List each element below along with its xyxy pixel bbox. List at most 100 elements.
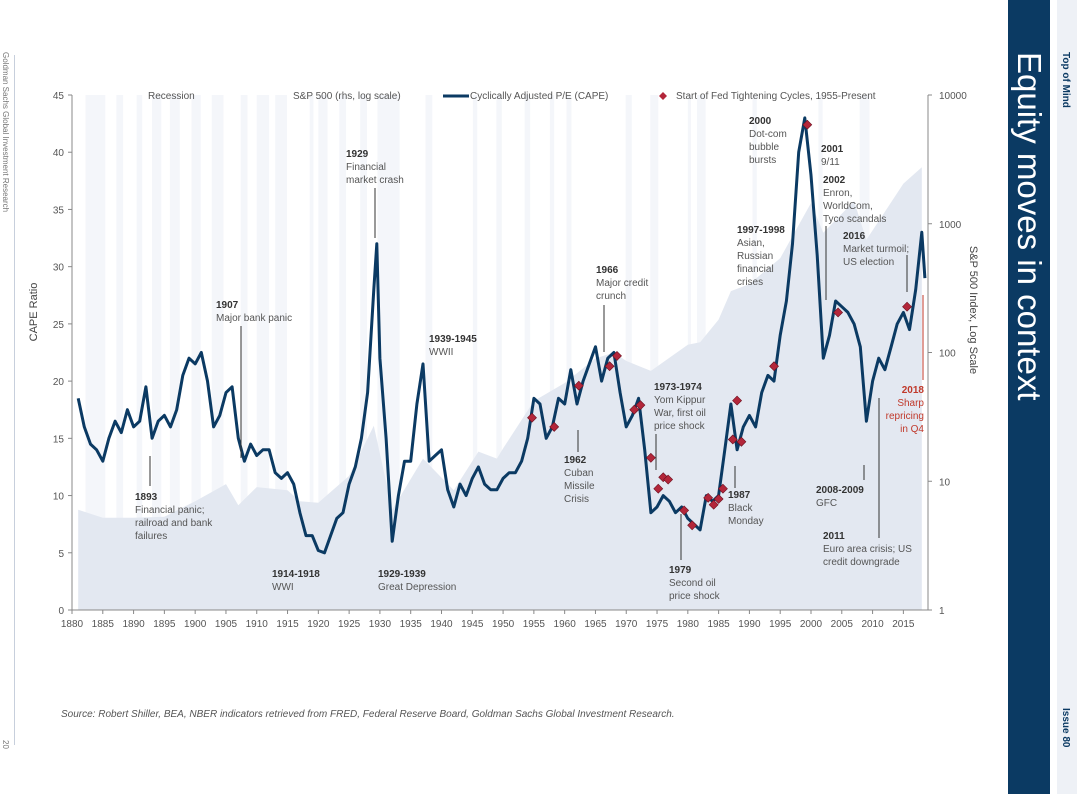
annotation-text: in Q4 [900,424,924,435]
fed-tightening-marker [612,351,622,361]
chart-legend: Recession S&P 500 (rhs, log scale) Cyclica… [148,91,876,102]
annotation-text: Financial [346,162,386,173]
y2-tick-label: 10000 [939,91,967,102]
annotation-text: repricing [886,411,924,422]
y-axis-label: CAPE Ratio [28,283,40,342]
annotation-text: Cuban [564,468,593,479]
cape-series-line [76,116,927,555]
annotation-text: Russian [737,251,773,262]
y-tick-label: 5 [58,549,64,560]
x-tick-label: 1890 [122,619,145,630]
annotation-text: GFC [816,498,837,509]
annotation-text: Financial panic; [135,505,204,516]
left-rule [14,55,15,745]
annotation-text: Crisis [564,494,589,505]
page-title: Equity moves in context [1011,52,1048,401]
title-band [1008,0,1050,794]
recession-band [240,95,248,610]
recession-band [496,95,502,610]
y2-tick-label: 1 [939,606,945,617]
annotation-text: Dot-com [749,129,787,140]
x-tick-label: 1885 [92,619,115,630]
annotation-text: Asian, [737,238,765,249]
annotation-text: Market turmoil; [843,244,909,255]
annotation-year: 2016 [843,231,866,242]
fed-tightening-marker [635,400,646,411]
fed-tightening-marker [708,499,719,510]
annotation-text: Black [728,503,753,514]
recession-band [360,95,367,610]
fed-tightening-marker [802,119,813,130]
x-tick-label: 1970 [615,619,638,630]
fed-tightening-marker [736,436,747,447]
recession-band [211,95,224,610]
annotation-text: bursts [749,155,776,166]
annotation-year: 1929 [346,149,369,160]
annotation-text: Missile [564,481,595,492]
recession-band [549,95,555,610]
x-tick-label: 1895 [153,619,176,630]
x-tick-label: 2000 [800,619,823,630]
annotation-text: Sharp [897,398,924,409]
x-tick-label: 1960 [554,619,577,630]
x-tick-label: 1990 [738,619,761,630]
y2-tick-label: 10 [939,477,951,488]
annotation-text: financial [737,264,774,275]
annotation-text: crises [737,277,763,288]
annotation-year: 2008-2009 [816,485,864,496]
recession-band [191,95,201,610]
x-tick-label: 1880 [61,619,84,630]
annotation-year: 1987 [728,490,751,501]
annotation-year: 1929-1939 [378,569,426,580]
x-tick-label: 1910 [246,619,269,630]
annotation-text: War, first oil [654,408,706,419]
fed-tightening-marker [663,474,674,485]
fed-tightening-marker [629,404,640,415]
annotation-year: 1973-1974 [654,382,702,393]
annotation-year: 2000 [749,116,772,127]
fed-tightening-marker [549,421,560,432]
x-tick-label: 1940 [430,619,453,630]
annotation-year: 2001 [821,144,844,155]
recession-band [309,95,314,610]
x-tick-label: 1980 [677,619,700,630]
annotation-text: Euro area crisis; US [823,544,912,555]
y2-axis-label: S&P 500 Index, Log Scale [967,246,979,374]
annotation-text: WWII [429,347,453,358]
page-number: 20 [1,740,10,749]
recession-band [472,95,478,610]
recession-band [169,95,180,610]
annotation-year: 2018 [902,385,925,396]
annotation-text: WorldCom, [823,201,873,212]
recession-band [566,95,572,610]
publisher-credit: Goldman Sachs Global Investment Research [1,52,10,213]
annotation-text: failures [135,531,167,542]
annotation-text: market crash [346,175,404,186]
x-tick-label: 1930 [369,619,392,630]
x-tick-label: 1955 [523,619,546,630]
x-tick-label: 2015 [892,619,915,630]
issue-label: Issue 80 [1060,708,1071,748]
recession-band [275,95,287,610]
fed-tightening-marker [604,361,615,372]
recession-band [650,95,659,610]
fed-tightening-marker [713,494,724,504]
annotation-text: railroad and bank [135,518,213,529]
annotation-year: 1893 [135,492,158,503]
recession-band [524,95,531,610]
y2-tick-label: 1000 [939,220,962,231]
y-tick-label: 10 [53,492,65,503]
source-note: Source: Robert Shiller, BEA, NBER indica… [61,709,675,720]
brand-label[interactable]: Top of Mind [1060,52,1071,108]
cape-chart: 1880 1885 1890 1895 1900 1905 1910 1915 1920 1925… [28,91,979,630]
fed-tightening-marker [732,395,743,406]
fed-tightening-markers [527,119,912,531]
recession-band [625,95,632,610]
fed-tightening-marker [769,361,779,372]
fed-tightening-marker [902,301,912,312]
annotation-text: 9/11 [821,157,840,168]
fed-tightening-marker [527,412,537,423]
fed-tightening-marker [645,452,656,463]
x-tick-label: 2005 [831,619,854,630]
annotation-text: price shock [654,421,706,432]
